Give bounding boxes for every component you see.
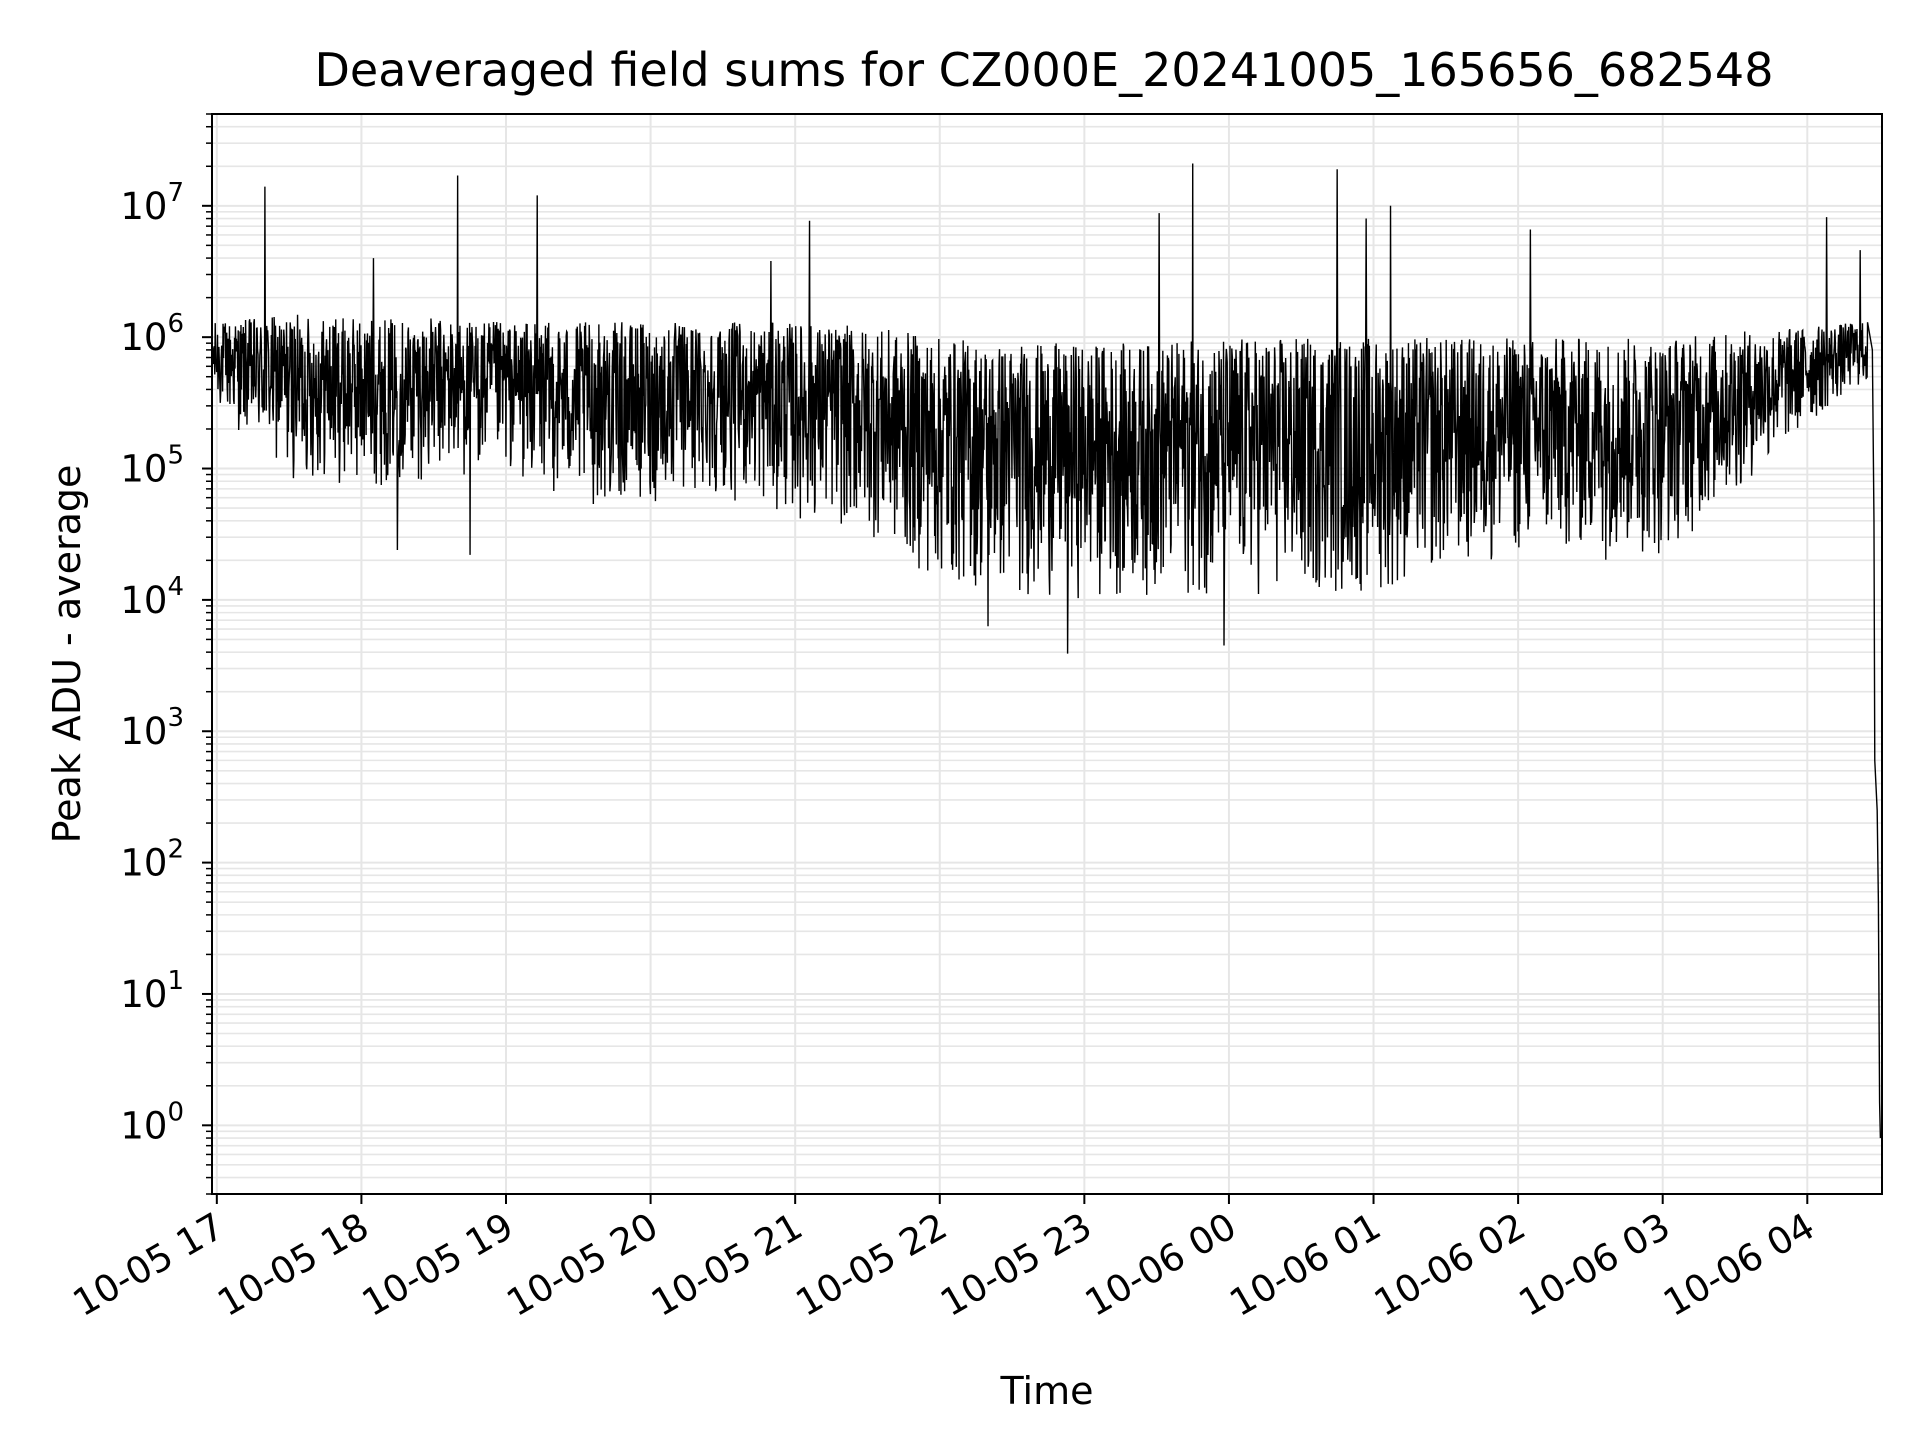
y-tick-exponent: 2 <box>167 835 184 865</box>
y-tick-exponent: 3 <box>167 703 184 733</box>
y-tick-exponent: 5 <box>167 441 184 471</box>
y-tick-label: 103 <box>120 703 184 753</box>
y-tick-label: 102 <box>120 835 184 885</box>
y-tick-base: 10 <box>120 448 167 491</box>
y-tick-base: 10 <box>120 842 167 885</box>
y-tick-exponent: 7 <box>167 178 184 208</box>
y-tick-base: 10 <box>120 185 167 228</box>
y-tick-exponent: 0 <box>167 1097 184 1127</box>
plot-frame <box>211 113 1883 1195</box>
y-tick-exponent: 4 <box>167 572 184 602</box>
y-tick-exponent: 6 <box>167 309 184 339</box>
y-tick-exponent: 1 <box>167 966 184 996</box>
y-tick-label: 106 <box>120 309 184 359</box>
y-tick-label: 105 <box>120 441 184 491</box>
y-tick-base: 10 <box>120 579 167 622</box>
y-tick-label: 100 <box>120 1097 184 1147</box>
series <box>212 163 1882 1139</box>
series-line <box>212 163 1882 1139</box>
y-tick-label: 107 <box>120 178 184 228</box>
y-tick-base: 10 <box>120 1104 167 1147</box>
chart-title: Deaveraged field sums for CZ000E_2024100… <box>315 43 1774 97</box>
y-tick-label: 101 <box>120 966 184 1016</box>
y-tick-base: 10 <box>120 316 167 359</box>
y-tick-base: 10 <box>120 973 167 1016</box>
x-axis-label: Time <box>1000 1369 1094 1413</box>
y-tick-label: 104 <box>120 572 184 622</box>
y-tick-base: 10 <box>120 710 167 753</box>
y-axis-label: Peak ADU - average <box>45 465 89 844</box>
